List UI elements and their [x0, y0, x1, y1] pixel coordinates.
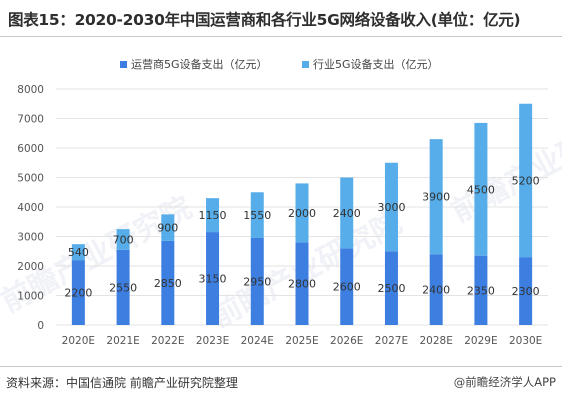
footer-divider [0, 366, 562, 367]
bar-industry [519, 103, 533, 258]
y-tick-label: 4000 [17, 202, 44, 214]
data-label-operator: 2950 [243, 275, 271, 288]
data-label-operator: 2500 [377, 282, 405, 295]
x-tick-label: 2026E [330, 335, 363, 347]
data-label-operator: 2300 [512, 285, 540, 298]
y-tick-label: 7000 [17, 114, 44, 126]
stacked-bar-chart: 运营商5G设备支出（亿元） 行业5G设备支出（亿元） 0 1000 2000 3000 40… [17, 57, 548, 347]
data-label-industry: 2400 [333, 207, 361, 220]
y-tick-label: 8000 [17, 84, 44, 96]
bar-industry [295, 183, 309, 243]
data-label-industry: 700 [113, 233, 134, 246]
data-label-industry: 4500 [467, 183, 495, 196]
legend-swatch [302, 61, 309, 68]
bar-industry [384, 162, 398, 252]
data-label-industry: 2000 [288, 207, 316, 220]
bar-operator [116, 249, 130, 325]
legend-label: 行业5G设备支出（亿元） [313, 57, 439, 71]
x-tick-label: 2024E [241, 335, 274, 347]
bar-industry [161, 214, 175, 241]
chart-title: 图表15：2020-2030年中国运营商和各行业5G网络设备收入(单位：亿元) [8, 11, 521, 29]
bar-operator [519, 257, 533, 325]
x-tick-label: 2028E [420, 335, 453, 347]
brand-credit: @前瞻经济学人APP [453, 375, 556, 389]
legend-swatch [120, 61, 127, 68]
bar-operator [340, 248, 354, 325]
data-label-operator: 2200 [64, 287, 92, 300]
data-label-operator: 3150 [199, 273, 227, 286]
bar-operator [429, 254, 443, 325]
bar-industry [474, 122, 488, 256]
y-tick-label: 1000 [17, 291, 44, 303]
x-tick-label: 2021E [106, 335, 139, 347]
data-label-industry: 900 [157, 222, 178, 235]
bar-industry [429, 139, 443, 255]
bar-industry [116, 229, 130, 250]
data-label-operator: 2550 [109, 281, 137, 294]
y-tick-label: 5000 [17, 173, 44, 185]
bar-operator [161, 240, 175, 325]
x-tick-label: 2022E [151, 335, 184, 347]
data-label-industry: 1550 [243, 209, 271, 222]
data-label-industry: 3000 [377, 201, 405, 214]
bar-industry [71, 244, 85, 261]
bar-industry [206, 198, 220, 233]
bar-operator [71, 260, 85, 325]
source-note: 资料来源：中国信通院 前瞻产业研究院整理 [6, 376, 238, 390]
bar-operator [206, 232, 220, 325]
bar-industry [250, 192, 264, 238]
bar-operator [384, 251, 398, 325]
y-tick-label: 2000 [17, 261, 44, 273]
data-label-operator: 2850 [154, 277, 182, 290]
x-tick-label: 2023E [196, 335, 229, 347]
data-label-operator: 2350 [467, 284, 495, 297]
data-label-operator: 2800 [288, 278, 316, 291]
data-label-industry: 1150 [199, 209, 227, 222]
data-label-operator: 2600 [333, 281, 361, 294]
x-tick-label: 2027E [375, 335, 408, 347]
y-tick-label: 6000 [17, 143, 44, 155]
data-label-industry: 540 [68, 246, 89, 259]
y-tick-label: 0 [37, 320, 44, 332]
bar-operator [474, 255, 488, 325]
y-tick-label: 3000 [17, 232, 44, 244]
x-tick-label: 2020E [62, 335, 95, 347]
data-label-industry: 5200 [512, 174, 540, 187]
bar-operator [250, 237, 264, 325]
data-label-industry: 3900 [422, 191, 450, 204]
bar-industry [340, 177, 354, 249]
bar-operator [295, 242, 309, 325]
x-tick-label: 2025E [285, 335, 318, 347]
x-tick-label: 2030E [509, 335, 542, 347]
x-tick-label: 2029E [464, 335, 497, 347]
data-label-operator: 2400 [422, 284, 450, 297]
legend-label: 运营商5G设备支出（亿元） [131, 57, 268, 71]
title-divider [0, 36, 562, 37]
